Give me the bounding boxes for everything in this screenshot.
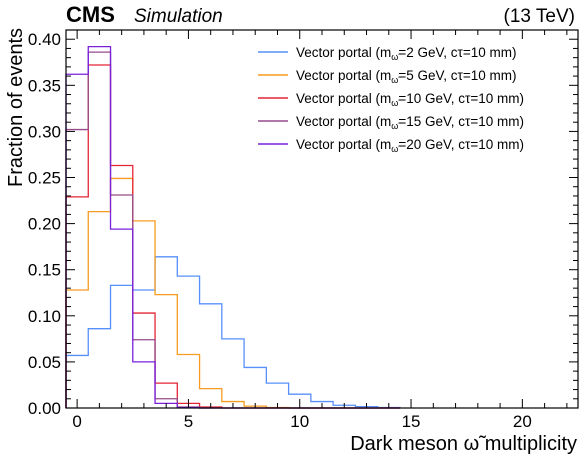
histogram-series-2 [65, 177, 400, 409]
y-tick-label: 0.00 [28, 399, 61, 418]
y-tick-label: 0.05 [28, 353, 61, 372]
energy-label: (13 TeV) [504, 6, 575, 27]
plot-frame [65, 29, 579, 409]
legend-label-5: Vector portal (mω̃=20 GeV, cτ=10 mm) [296, 137, 524, 154]
legend-label-1: Vector portal (mω̃=2 GeV, cτ=10 mm) [296, 45, 516, 62]
x-tick-label: 15 [402, 412, 421, 431]
y-tick-label: 0.10 [28, 307, 61, 326]
histogram-series-1 [65, 256, 401, 409]
x-tick-label: 0 [72, 412, 81, 431]
x-axis-title: Dark meson ω̃ multiplicity [350, 433, 577, 455]
y-tick-label: 0.15 [28, 261, 61, 280]
simulation-label: Simulation [134, 6, 223, 27]
legend-label-2: Vector portal (mω̃=5 GeV, cτ=10 mm) [296, 68, 516, 85]
x-tick-label: 20 [513, 412, 532, 431]
y-tick-label: 0.40 [28, 30, 61, 49]
x-tick-label: 5 [184, 412, 193, 431]
y-axis-title: Fraction of events [5, 28, 27, 187]
y-tick-label: 0.25 [28, 169, 61, 188]
x-tick-label: 10 [290, 412, 309, 431]
y-tick-label: 0.30 [28, 122, 61, 141]
y-tick-label: 0.35 [28, 76, 61, 95]
y-tick-label: 0.20 [28, 215, 61, 234]
legend-label-4: Vector portal (mω̃=15 GeV, cτ=10 mm) [296, 114, 524, 131]
legend: Vector portal (mω̃=2 GeV, cτ=10 mm) Vecto… [258, 45, 524, 154]
cms-label: CMS [66, 2, 115, 27]
legend-label-3: Vector portal (mω̃=10 GeV, cτ=10 mm) [296, 91, 524, 108]
axes: 0 5 10 15 20 0.00 0.05 0.10 0.15 0.20 0.25 0.30 0.35… [28, 29, 579, 431]
